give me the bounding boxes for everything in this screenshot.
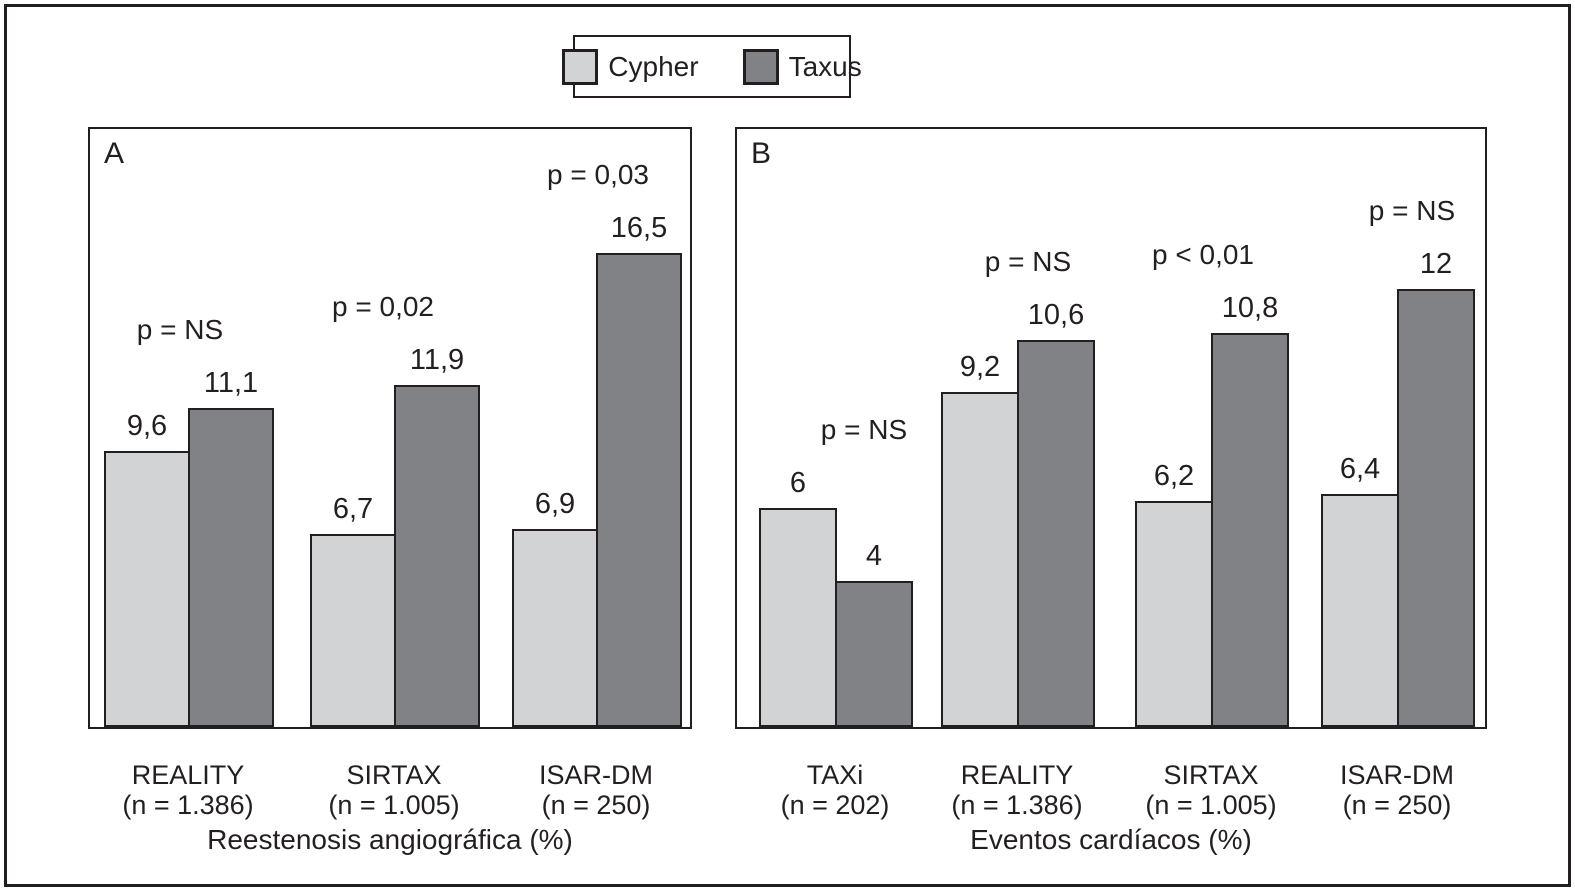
- bar-cypher-sirtax: [1135, 501, 1213, 727]
- value-label-cypher-isar-dm: 6,4: [1339, 453, 1381, 485]
- category-n: (n = 250): [1342, 790, 1452, 820]
- category-label-isar-dm-b: ISAR-DM (n = 250): [1340, 760, 1454, 820]
- p-value-label-isar-dm-a: p = 0,03: [547, 159, 649, 190]
- value-label-taxus-isar-dm: 12: [1419, 248, 1453, 280]
- category-name: SIRTAX: [1163, 760, 1259, 790]
- value-label-taxus-isar-dm: 16,5: [610, 212, 668, 244]
- category-label-sirtax-a: SIRTAX (n = 1.005): [328, 760, 459, 820]
- value-label-taxus-reality: 11,1: [203, 367, 259, 399]
- bar-taxus-isar-dm: [1397, 289, 1475, 727]
- value-label-taxus-reality: 10,6: [1027, 299, 1085, 331]
- category-name: ISAR-DM: [539, 760, 653, 790]
- legend-label-cypher: Cypher: [608, 50, 699, 82]
- category-label-reality-b: REALITY (n = 1.386): [951, 760, 1082, 820]
- bar-cypher-reality: [104, 451, 190, 727]
- value-label-cypher-isar-dm: 6,9: [534, 488, 576, 520]
- bar-taxus-reality: [188, 408, 274, 727]
- axis-title-b: Eventos cardíacos (%): [970, 824, 1252, 855]
- legend-item-cypher: Cypher: [562, 48, 699, 85]
- panel-letter-a: A: [104, 137, 125, 170]
- p-value-label-reality-b: p = NS: [984, 246, 1072, 277]
- value-label-taxus-sirtax: 11,9: [409, 344, 465, 376]
- value-label-taxus-sirtax: 10,8: [1221, 292, 1279, 324]
- value-label-cypher-reality: 9,2: [959, 351, 1001, 383]
- p-value-label-taxi-b: p = NS: [820, 414, 908, 445]
- value-label-cypher-reality: 9,6: [126, 410, 168, 442]
- figure-frame: [4, 4, 1571, 887]
- category-n: (n = 250): [541, 790, 651, 820]
- cypher-swatch: [562, 48, 599, 85]
- taxus-swatch: [742, 48, 779, 85]
- p-value-label-sirtax-b: p < 0,01: [1152, 239, 1254, 270]
- category-name: ISAR-DM: [1340, 760, 1454, 790]
- category-name: REALITY: [960, 760, 1074, 790]
- category-name: REALITY: [131, 760, 245, 790]
- category-name: TAXi: [806, 760, 864, 790]
- chart-panel-b: B 6 4 p = NS 9,2 10,6 p = NS 6,2 10,8 p < 0,01 6,4…: [735, 127, 1487, 729]
- value-label-cypher-sirtax: 6,7: [332, 493, 374, 525]
- bar-cypher-reality: [941, 392, 1019, 727]
- category-label-taxi-b: TAXi (n = 202): [781, 760, 890, 820]
- category-n: (n = 202): [780, 790, 890, 820]
- value-label-cypher-sirtax: 6,2: [1153, 460, 1195, 492]
- category-n: (n = 1.005): [328, 790, 460, 820]
- legend-label-taxus: Taxus: [788, 50, 862, 82]
- legend: Cypher Taxus: [562, 35, 862, 98]
- bar-taxus-sirtax: [1211, 333, 1289, 727]
- bar-cypher-isar-dm: [512, 529, 598, 727]
- bar-taxus-reality: [1017, 340, 1095, 727]
- axis-title-a: Reestenosis angiográfica (%): [207, 824, 573, 855]
- category-label-reality-a: REALITY (n = 1.386): [122, 760, 253, 820]
- category-n: (n = 1.005): [1145, 790, 1277, 820]
- category-label-sirtax-b: SIRTAX (n = 1.005): [1145, 760, 1276, 820]
- p-value-label-reality-a: p = NS: [136, 314, 224, 345]
- category-n: (n = 1.386): [122, 790, 254, 820]
- bar-taxus-sirtax: [394, 385, 480, 727]
- p-value-label-sirtax-a: p = 0,02: [332, 291, 434, 322]
- category-name: SIRTAX: [346, 760, 442, 790]
- p-value-label-isar-dm-b: p = NS: [1368, 195, 1456, 226]
- bar-cypher-isar-dm: [1321, 494, 1399, 727]
- chart-panel-a: A 9,6 11,1 p = NS 6,7 11,9 p = 0,02 6,9 16,5 p = …: [88, 127, 692, 729]
- legend-item-taxus: Taxus: [742, 48, 862, 85]
- category-n: (n = 1.386): [951, 790, 1083, 820]
- category-label-isar-dm-a: ISAR-DM (n = 250): [539, 760, 653, 820]
- bar-cypher-taxi: [759, 508, 837, 727]
- bar-cypher-sirtax: [310, 534, 396, 727]
- bar-taxus-isar-dm: [596, 253, 682, 727]
- panel-letter-b: B: [751, 137, 772, 170]
- value-label-cypher-taxi: 6: [789, 467, 807, 499]
- value-label-taxus-taxi: 4: [865, 540, 883, 572]
- bar-taxus-taxi: [835, 581, 913, 727]
